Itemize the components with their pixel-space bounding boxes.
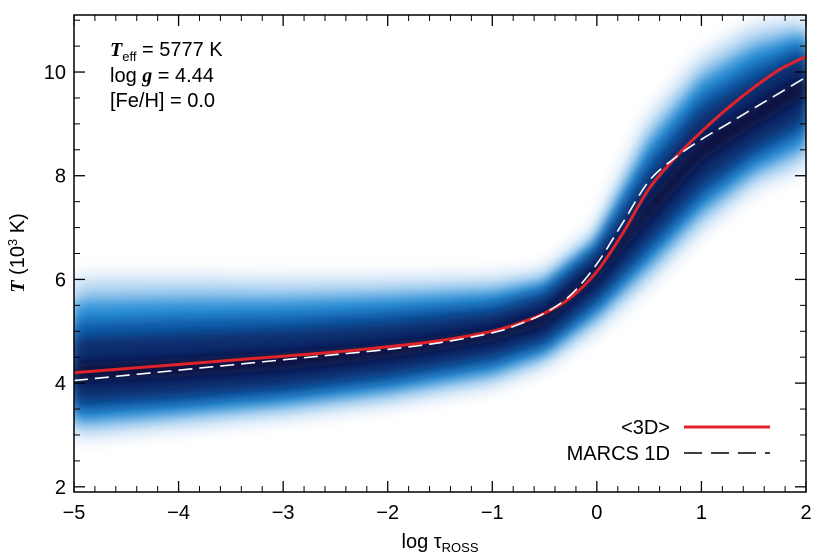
y-tick-label: 2	[55, 477, 66, 499]
density-band-3	[74, 43, 806, 413]
series-line-3d	[74, 55, 806, 375]
series-line-marcs-1d	[74, 76, 806, 382]
y-axis-title: T (103 K)	[5, 213, 29, 292]
x-tick-label: −3	[272, 502, 295, 524]
x-tick-label: 2	[800, 502, 811, 524]
y-tick-label: 4	[55, 373, 66, 395]
x-tick-label: −1	[481, 502, 504, 524]
x-tick-label: 0	[591, 502, 602, 524]
teff-annotation: Teff = 5777 K	[110, 39, 223, 64]
legend-label-marcs: MARCS 1D	[567, 443, 670, 465]
logg-annotation: log g = 4.44	[110, 65, 214, 87]
x-tick-label: −4	[167, 502, 190, 524]
x-tick-label: 1	[696, 502, 707, 524]
series-layer	[74, 55, 806, 382]
axes: −5 −4 −3 −2 −1 0 1 2 2 4 6 8 10	[44, 14, 812, 524]
y-tick-label: 6	[55, 269, 66, 291]
legend-label-3d: <3D>	[621, 417, 670, 439]
x-axis-title: log τROSS	[402, 531, 479, 553]
metallicity-annotation: [Fe/H] = 0.0	[110, 90, 215, 112]
y-tick-label: 10	[44, 62, 66, 84]
legend: <3D> MARCS 1D	[567, 417, 770, 465]
x-tick-label: −2	[376, 502, 399, 524]
y-tick-label: 8	[55, 166, 66, 188]
x-tick-label: −5	[63, 502, 86, 524]
